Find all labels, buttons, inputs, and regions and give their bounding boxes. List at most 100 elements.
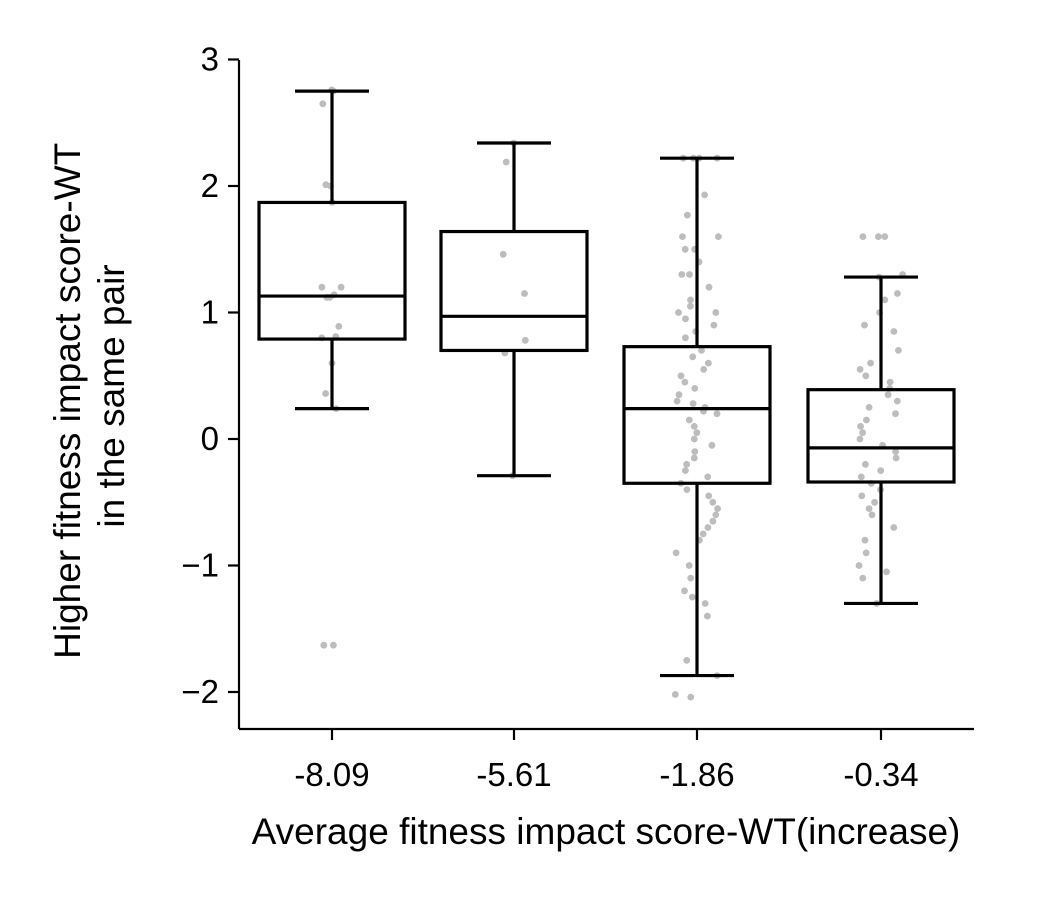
data-point: [687, 302, 694, 310]
box-group: [622, 156, 772, 678]
data-point: [705, 283, 713, 291]
data-point: [318, 283, 326, 291]
data-point: [892, 448, 899, 455]
data-point: [710, 321, 718, 329]
data-point: [673, 397, 681, 405]
data-point: [863, 416, 870, 424]
data-point: [319, 100, 327, 108]
data-point: [690, 423, 698, 430]
data-point: [704, 612, 711, 620]
data-point: [858, 492, 866, 500]
data-point: [859, 233, 867, 241]
x-ticks: -8.09 -5.61 -1.86 -0.34: [294, 729, 919, 793]
iqr-box: [622, 345, 772, 485]
y-tick-label: −2: [181, 673, 219, 710]
data-point: [704, 473, 712, 481]
data-point: [884, 391, 892, 399]
y-tick-label: 1: [201, 294, 219, 331]
data-point: [701, 191, 708, 199]
data-point: [875, 233, 882, 241]
data-point: [675, 309, 682, 316]
data-point: [690, 435, 698, 443]
data-point: [883, 568, 890, 576]
x-tick-label: -8.09: [294, 756, 369, 793]
data-point: [691, 385, 699, 392]
data-point: [677, 372, 685, 380]
x-tick-label: -0.34: [843, 756, 918, 793]
data-point: [337, 283, 345, 291]
data-point: [687, 296, 694, 304]
data-point: [521, 336, 529, 344]
data-point: [672, 549, 680, 557]
data-point: [712, 309, 720, 316]
data-point: [705, 359, 712, 367]
box-group: [806, 275, 956, 606]
data-point: [330, 641, 337, 649]
data-point: [682, 315, 689, 323]
data-point: [890, 524, 898, 531]
data-point: [686, 271, 693, 278]
data-point: [867, 359, 874, 367]
data-point: [894, 290, 901, 297]
data-point: [704, 524, 712, 531]
data-point: [671, 691, 679, 698]
x-tick-label: -1.86: [659, 756, 734, 793]
data-point: [856, 435, 864, 443]
data-point: [499, 250, 507, 258]
data-point: [682, 334, 689, 342]
data-point: [857, 423, 864, 430]
data-point: [502, 158, 510, 166]
data-point: [683, 657, 691, 664]
data-point: [859, 574, 867, 582]
data-point: [857, 473, 865, 481]
data-point: [691, 448, 699, 455]
data-point: [859, 429, 866, 437]
iqr-box: [806, 388, 956, 484]
data-point: [687, 693, 695, 701]
data-point: [322, 390, 329, 397]
points-layer: [318, 86, 906, 701]
iqr-box: [439, 229, 589, 353]
data-point: [881, 296, 889, 304]
data-point: [685, 416, 693, 424]
data-point: [871, 498, 878, 506]
data-point: [681, 378, 689, 386]
boxes-layer: [257, 89, 956, 678]
y-axis-label: Higher fitness impact score-WT in the sa…: [47, 133, 132, 659]
data-point: [877, 467, 885, 474]
data-point: [690, 454, 698, 462]
data-point: [892, 454, 900, 462]
data-point: [865, 505, 873, 512]
data-point: [688, 593, 696, 601]
y-tick-label: 3: [201, 41, 219, 78]
data-point: [701, 600, 709, 607]
data-point: [709, 498, 717, 506]
data-point: [684, 211, 691, 219]
box-group: [257, 89, 407, 411]
data-point: [892, 410, 899, 418]
data-point: [698, 347, 705, 354]
data-point: [687, 574, 695, 582]
data-point: [895, 347, 902, 354]
data-point: [681, 245, 689, 253]
data-point: [682, 467, 689, 474]
data-point: [865, 404, 873, 411]
data-point: [868, 511, 876, 519]
data-point: [886, 378, 894, 386]
y-tick-label: −1: [181, 547, 219, 584]
x-tick-label: -5.61: [476, 756, 551, 793]
data-point: [679, 233, 686, 241]
data-point: [893, 397, 901, 405]
x-axis-label: Average fitness impact score-WT(increase…: [252, 811, 961, 852]
data-point: [709, 517, 717, 525]
y-axis-label-line-2: in the same pair: [91, 264, 132, 527]
y-tick-label: 0: [201, 420, 219, 457]
data-point: [521, 290, 528, 297]
data-point: [708, 441, 716, 449]
iqr-box: [257, 200, 407, 341]
data-point: [861, 536, 869, 544]
data-point: [855, 562, 863, 569]
y-tick-label: 2: [201, 167, 219, 204]
data-point: [856, 366, 864, 373]
